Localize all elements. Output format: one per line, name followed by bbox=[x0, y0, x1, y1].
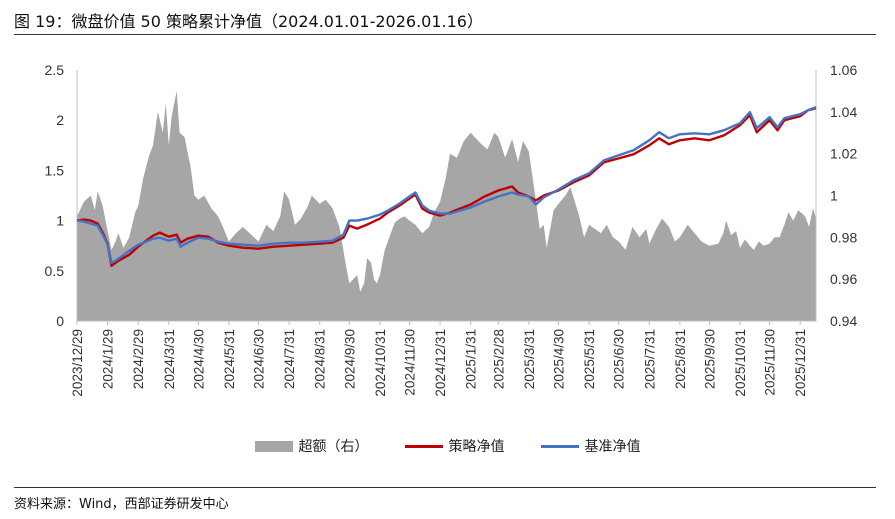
y-tick-label-left: 0 bbox=[56, 313, 64, 329]
x-tick-label: 2024/11/30 bbox=[403, 329, 418, 396]
strategy-nav-line bbox=[76, 107, 817, 267]
tick-label-layer: 0 0.5 1 1.5 2 2.5 0.94 0.96 0.98 1 1.02 1.04 1.06 202… bbox=[45, 62, 858, 397]
x-tick-label: 2025/8/31 bbox=[673, 329, 688, 389]
y-tick-label-right: 1.06 bbox=[830, 62, 857, 78]
x-tick-label: 2024/12/31 bbox=[433, 329, 448, 397]
excess-area bbox=[77, 90, 816, 322]
x-tick-label: 2024/8/31 bbox=[313, 329, 328, 389]
x-tick-label: 2025/5/31 bbox=[582, 329, 597, 389]
y-tick-label-right: 1 bbox=[830, 188, 838, 204]
x-tick-label: 2024/9/30 bbox=[342, 329, 357, 389]
y-tick-label-left: 1 bbox=[56, 213, 64, 229]
y-tick-label-left: 1.5 bbox=[45, 162, 65, 178]
y-tick-label-left: 2 bbox=[56, 112, 64, 128]
x-tick-label: 2025/4/30 bbox=[552, 329, 567, 389]
x-tick-label: 2024/2/29 bbox=[131, 329, 146, 389]
x-tick-label: 2024/7/31 bbox=[282, 329, 297, 389]
x-tick-label: 2024/5/31 bbox=[222, 329, 237, 389]
x-tick-label: 2024/4/30 bbox=[191, 329, 206, 389]
y-tick-label-left: 0.5 bbox=[45, 263, 65, 279]
excess-area-layer bbox=[77, 90, 816, 322]
line-layer bbox=[76, 105, 817, 267]
x-tick-label: 2025/3/31 bbox=[522, 329, 537, 389]
legend-swatch-excess bbox=[254, 440, 293, 452]
x-tick-label: 2024/10/31 bbox=[373, 329, 388, 397]
x-tick-label: 2025/12/31 bbox=[793, 329, 808, 397]
bottom-rule bbox=[14, 487, 876, 488]
x-tick-label: 2024/3/31 bbox=[162, 329, 177, 389]
x-tick-label: 2025/6/30 bbox=[612, 329, 627, 389]
y-tick-label-right: 0.96 bbox=[830, 271, 857, 287]
benchmark-nav-line bbox=[76, 105, 817, 264]
top-rule bbox=[14, 34, 876, 35]
y-tick-label-right: 1.04 bbox=[830, 104, 857, 120]
x-tick-label: 2025/10/31 bbox=[733, 329, 748, 397]
x-tick-label: 2024/6/30 bbox=[252, 329, 267, 389]
legend-item-excess: 超额（右） bbox=[254, 436, 369, 456]
chart-legend: 超额（右） 策略净值 基准净值 bbox=[0, 436, 895, 456]
axis-layer bbox=[76, 70, 817, 325]
legend-swatch-benchmark bbox=[540, 444, 579, 448]
y-tick-label-right: 0.94 bbox=[830, 313, 857, 329]
x-tick-label: 2025/11/30 bbox=[763, 329, 778, 396]
figure-title: 图 19：微盘价值 50 策略累计净值（2024.01.01-2026.01.1… bbox=[14, 12, 483, 31]
legend-item-benchmark: 基准净值 bbox=[540, 436, 641, 456]
legend-swatch-strategy bbox=[404, 444, 443, 448]
legend-label-benchmark: 基准净值 bbox=[584, 439, 641, 455]
x-tick-label: 2025/9/30 bbox=[702, 329, 717, 389]
x-tick-label: 2025/1/31 bbox=[464, 329, 479, 389]
y-tick-label-right: 0.98 bbox=[830, 229, 857, 245]
y-tick-label-right: 1.02 bbox=[830, 146, 857, 162]
legend-label-excess: 超额（右） bbox=[298, 439, 369, 455]
source-note: 资料来源：Wind，西部证券研发中心 bbox=[14, 497, 229, 512]
x-tick-label: 2023/12/29 bbox=[70, 329, 85, 397]
x-tick-label: 2025/7/31 bbox=[642, 329, 657, 389]
legend-item-strategy: 策略净值 bbox=[404, 436, 505, 456]
x-tick-label: 2025/2/28 bbox=[491, 329, 506, 389]
chart-area: 0 0.5 1 1.5 2 2.5 0.94 0.96 0.98 1 1.02 1.04 1.06 202… bbox=[45, 62, 858, 397]
y-tick-label-left: 2.5 bbox=[45, 62, 65, 78]
legend-label-strategy: 策略净值 bbox=[448, 439, 505, 455]
x-tick-label: 2024/1/29 bbox=[101, 329, 116, 389]
